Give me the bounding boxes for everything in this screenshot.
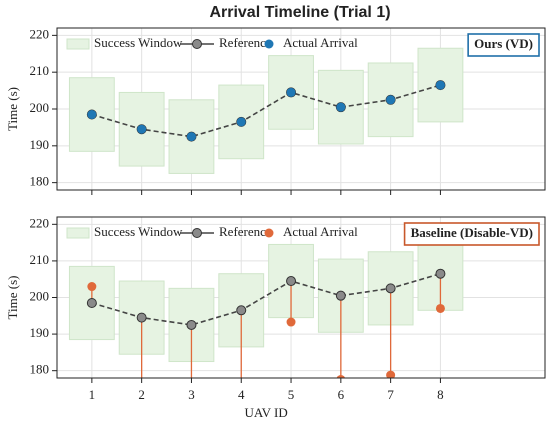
legend-swatch bbox=[264, 39, 274, 49]
y-axis-label: Time (s) bbox=[5, 87, 20, 131]
x-tick-label: 7 bbox=[387, 387, 394, 402]
actual-point bbox=[386, 95, 396, 105]
axes-frame bbox=[56, 216, 546, 379]
x-tick-label: 6 bbox=[338, 387, 345, 402]
actual-point bbox=[435, 303, 445, 313]
x-tick-label: 3 bbox=[188, 387, 195, 402]
legend-label: Success Window bbox=[94, 224, 183, 239]
x-tick-label: 4 bbox=[238, 387, 245, 402]
success-window bbox=[417, 47, 464, 123]
actual-point bbox=[336, 374, 346, 378]
legend-swatch bbox=[192, 39, 202, 49]
y-tick-label: 200 bbox=[30, 100, 50, 115]
y-tick-label: 180 bbox=[30, 362, 50, 377]
actual-point bbox=[186, 132, 196, 142]
y-tick-label: 190 bbox=[30, 325, 50, 340]
reference-point bbox=[136, 312, 147, 323]
legend-label: Success Window bbox=[94, 35, 183, 50]
y-tick-label: 220 bbox=[30, 215, 50, 230]
chart-title: Arrival Timeline (Trial 1) bbox=[209, 4, 390, 21]
actual-point bbox=[87, 282, 97, 292]
legend-label: Actual Arrival bbox=[283, 35, 358, 50]
legend-swatch bbox=[264, 228, 274, 238]
y-tick-label: 220 bbox=[30, 26, 50, 41]
y-tick-label: 180 bbox=[30, 174, 50, 189]
reference-point bbox=[86, 297, 97, 308]
legend-label: Reference bbox=[219, 35, 272, 50]
x-tick-label: 2 bbox=[138, 387, 145, 402]
y-axis-label: Time (s) bbox=[5, 276, 20, 320]
plot-area bbox=[68, 47, 464, 174]
y-tick-label: 190 bbox=[30, 137, 50, 152]
actual-point bbox=[187, 410, 196, 419]
x-tick-label: 5 bbox=[288, 387, 295, 402]
legend-label: Actual Arrival bbox=[283, 224, 358, 239]
reference-point bbox=[236, 305, 247, 316]
y-tick-label: 200 bbox=[30, 288, 50, 303]
reference-point bbox=[435, 268, 446, 279]
x-axis-label: UAV ID bbox=[245, 405, 288, 420]
annotation-box bbox=[403, 222, 540, 246]
axes-frame bbox=[56, 27, 546, 191]
actual-point bbox=[87, 110, 97, 120]
reference-point bbox=[385, 283, 396, 294]
actual-point bbox=[236, 117, 246, 127]
reference-line bbox=[91, 272, 441, 326]
legend-swatch bbox=[192, 228, 202, 238]
annotation: Baseline (Disable-VD) bbox=[411, 225, 533, 240]
actual-point bbox=[336, 102, 346, 112]
reference-point bbox=[286, 276, 297, 287]
legend-label: Reference bbox=[219, 224, 272, 239]
actual-point bbox=[286, 317, 296, 327]
actual-point bbox=[435, 80, 445, 90]
legend-swatch bbox=[66, 38, 90, 50]
reference-point bbox=[335, 290, 346, 301]
x-tick-label: 1 bbox=[89, 387, 96, 402]
legend-swatch bbox=[66, 227, 90, 239]
y-tick-label: 210 bbox=[30, 252, 50, 267]
actual-point bbox=[386, 370, 396, 378]
annotation: Ours (VD) bbox=[474, 36, 533, 51]
plot-area bbox=[68, 236, 464, 419]
annotation-box bbox=[467, 33, 540, 57]
reference-point bbox=[186, 319, 197, 330]
success-window bbox=[118, 91, 165, 167]
actual-point bbox=[286, 87, 296, 97]
actual-point bbox=[137, 124, 147, 134]
y-tick-label: 210 bbox=[30, 63, 50, 78]
x-tick-label: 8 bbox=[437, 387, 444, 402]
reference-line bbox=[91, 84, 441, 138]
